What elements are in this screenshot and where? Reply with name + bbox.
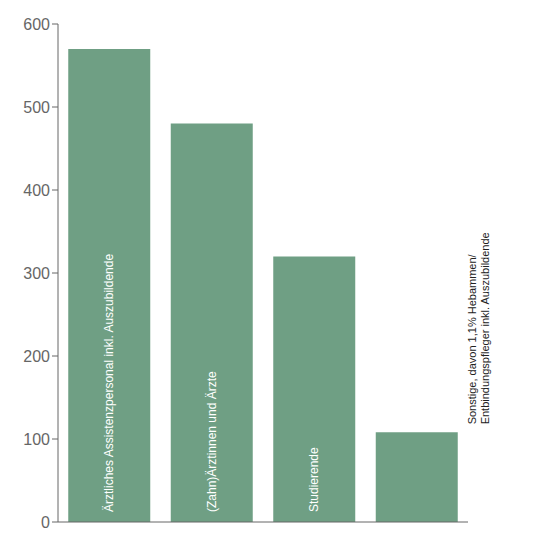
svg-text:Studierende: Studierende <box>307 447 321 512</box>
svg-text:Ärztliches Assistenzpersonal i: Ärztliches Assistenzpersonal inkl. Auszu… <box>102 254 116 512</box>
svg-text:500: 500 <box>23 99 50 116</box>
svg-text:300: 300 <box>23 265 50 282</box>
svg-text:0: 0 <box>41 514 50 531</box>
svg-text:100: 100 <box>23 431 50 448</box>
svg-text:(Zahn)Ärztinnen und Ärzte: (Zahn)Ärztinnen und Ärzte <box>205 371 219 512</box>
svg-text:400: 400 <box>23 182 50 199</box>
svg-text:Sonstige, davon 1,1% Hebammen/: Sonstige, davon 1,1% Hebammen/Entbindung… <box>466 232 491 424</box>
svg-text:200: 200 <box>23 348 50 365</box>
svg-text:600: 600 <box>23 16 50 33</box>
